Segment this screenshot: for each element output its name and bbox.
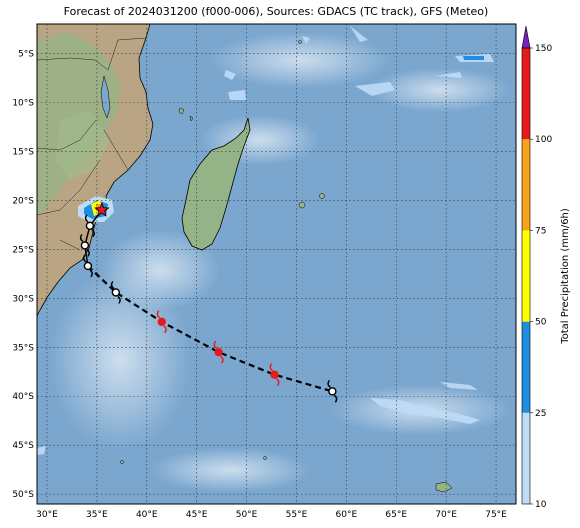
lon-tick-label: 40°E <box>136 510 158 520</box>
colorbar-tick-label: 25 <box>535 409 546 419</box>
gridlines <box>37 24 516 504</box>
seychelles-island <box>298 40 302 44</box>
lat-tick-label: 30°S <box>12 294 34 304</box>
cloud-haze <box>100 230 220 310</box>
cyclone-symbol-icon <box>82 254 93 278</box>
lon-tick-label: 30°E <box>36 510 58 520</box>
precip-patch <box>224 70 236 80</box>
lat-tick-label: 40°S <box>12 392 34 402</box>
cyclone-symbol-icon <box>79 233 90 257</box>
colorbar-tick-label: 10 <box>535 500 547 510</box>
colorbar-tick-label: 100 <box>535 135 552 145</box>
colorbar-segment <box>522 139 530 231</box>
africa-vegetation <box>55 110 110 180</box>
kerguelen-island <box>435 481 453 493</box>
map-title: Forecast of 2024031200 (f000-006), Sourc… <box>63 5 489 18</box>
lat-tick-label: 20°S <box>12 196 34 206</box>
comoros-island <box>189 115 194 122</box>
lat-tick-label: 45°S <box>12 441 34 451</box>
colorbar-segment <box>522 48 530 140</box>
lon-tick-label: 55°E <box>286 510 308 520</box>
lat-tick-label: 15°S <box>12 147 34 157</box>
track-forecast-line <box>87 265 333 393</box>
cloud-haze <box>210 32 390 88</box>
lon-tick-label: 60°E <box>336 510 358 520</box>
lon-tick-label: 45°E <box>186 510 208 520</box>
cyclone-symbol-icon <box>327 379 338 403</box>
map-plot-area <box>37 24 516 504</box>
precip-patch <box>370 398 480 424</box>
precip-patch <box>228 90 246 100</box>
colorbar-title: Total Precipitation (mm/6h) <box>560 208 571 345</box>
precip-patch <box>302 36 310 44</box>
colorbar-extend-arrow <box>521 25 531 49</box>
comoros-island <box>178 107 185 115</box>
precip-patch <box>435 72 462 78</box>
colorbar-segment <box>522 412 530 504</box>
lat-tick-label: 5°S <box>18 49 34 59</box>
reunion-island <box>298 201 306 209</box>
map-frame <box>36 23 517 505</box>
lon-tick-label: 50°E <box>236 510 258 520</box>
precip-patch-moderate <box>463 56 484 60</box>
current-position-star-icon <box>94 201 110 217</box>
colorbar-segment <box>522 321 530 413</box>
cyclone-symbol-icon <box>213 340 224 364</box>
precip-patch <box>355 82 395 96</box>
crozet-island <box>263 456 267 460</box>
marion-island <box>120 460 124 464</box>
precip-patch <box>440 382 478 390</box>
lon-tick-label: 75°E <box>485 510 507 520</box>
cloud-haze <box>150 448 310 492</box>
lon-tick-label: 35°E <box>86 510 108 520</box>
country-borders <box>37 37 147 251</box>
track-observed-line <box>84 209 103 267</box>
cyclone-symbol-icon <box>156 310 167 334</box>
colorbar-tick-label: 50 <box>535 318 547 328</box>
lake-malawi <box>100 75 111 119</box>
colorbar-tick-label: 75 <box>535 226 546 236</box>
madagascar-land <box>181 117 251 251</box>
cloud-haze <box>370 68 510 112</box>
cyclone-symbol-icon <box>84 214 95 238</box>
lat-tick-label: 25°S <box>12 245 34 255</box>
colorbar-frame <box>521 47 531 505</box>
lat-tick-label: 35°S <box>12 343 34 353</box>
precipitation-colorbar: 10 25 50 75 100 150 Total Precipitation (mm/6h… <box>521 25 571 510</box>
axis-tick-labels: 30°E 35°E 40°E 45°E 50°E 55°E 60°E 65°E 70°E 75°E… <box>12 49 507 520</box>
cyclone-symbol-icon <box>269 363 280 387</box>
mauritius-island <box>319 193 325 199</box>
lon-tick-label: 70°E <box>435 510 457 520</box>
cloud-haze <box>50 270 190 450</box>
cyclone-symbol-icon <box>110 280 121 304</box>
precip-patch <box>350 26 368 42</box>
lat-tick-label: 50°S <box>12 490 34 500</box>
lon-tick-label: 65°E <box>385 510 407 520</box>
colorbar-segment <box>522 230 530 322</box>
cyclone-track <box>79 201 338 403</box>
lat-tick-label: 10°S <box>12 98 34 108</box>
colorbar-tick-label: 150 <box>535 44 552 54</box>
precip-patch <box>37 446 46 455</box>
